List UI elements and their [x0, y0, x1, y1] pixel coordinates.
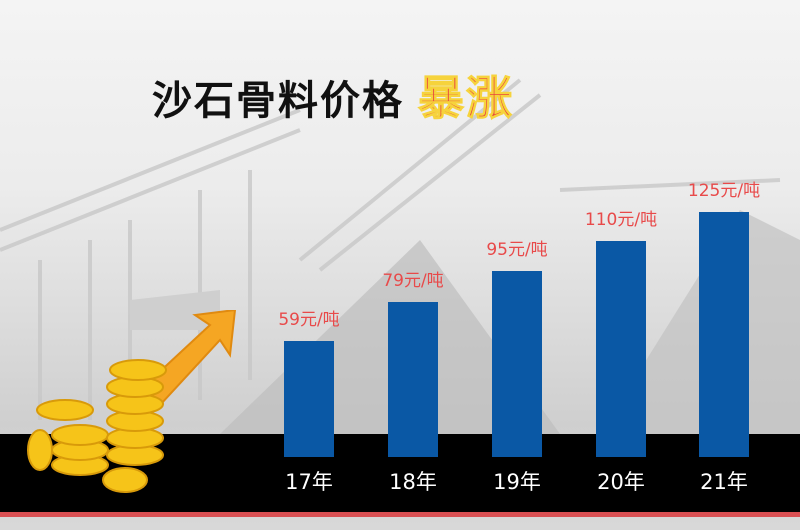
data-label: 79元/吨 [382, 271, 444, 292]
bar-20年 [596, 241, 646, 457]
data-label: 110元/吨 [584, 210, 658, 231]
bar-18年 [388, 302, 438, 457]
x-tick-label: 18年 [389, 470, 437, 494]
red-divider [0, 512, 800, 517]
bar-19年 [492, 270, 542, 457]
x-tick-label: 19年 [493, 470, 541, 494]
x-tick-label: 21年 [700, 470, 748, 494]
gold-coins-arrow-icon [27, 310, 237, 493]
x-tick-label: 17年 [285, 470, 333, 494]
data-label: 95元/吨 [486, 239, 548, 260]
bar-17年 [284, 341, 334, 457]
data-label: 59元/吨 [278, 310, 340, 331]
x-tick-label: 20年 [597, 470, 645, 494]
title-highlight: 暴涨 [418, 71, 514, 126]
bar-21年 [699, 212, 749, 457]
page-title: 沙石骨料价格 暴涨 [152, 62, 514, 128]
title-main: 沙石骨料价格 [152, 78, 404, 124]
data-label: 125元/吨 [687, 181, 761, 201]
